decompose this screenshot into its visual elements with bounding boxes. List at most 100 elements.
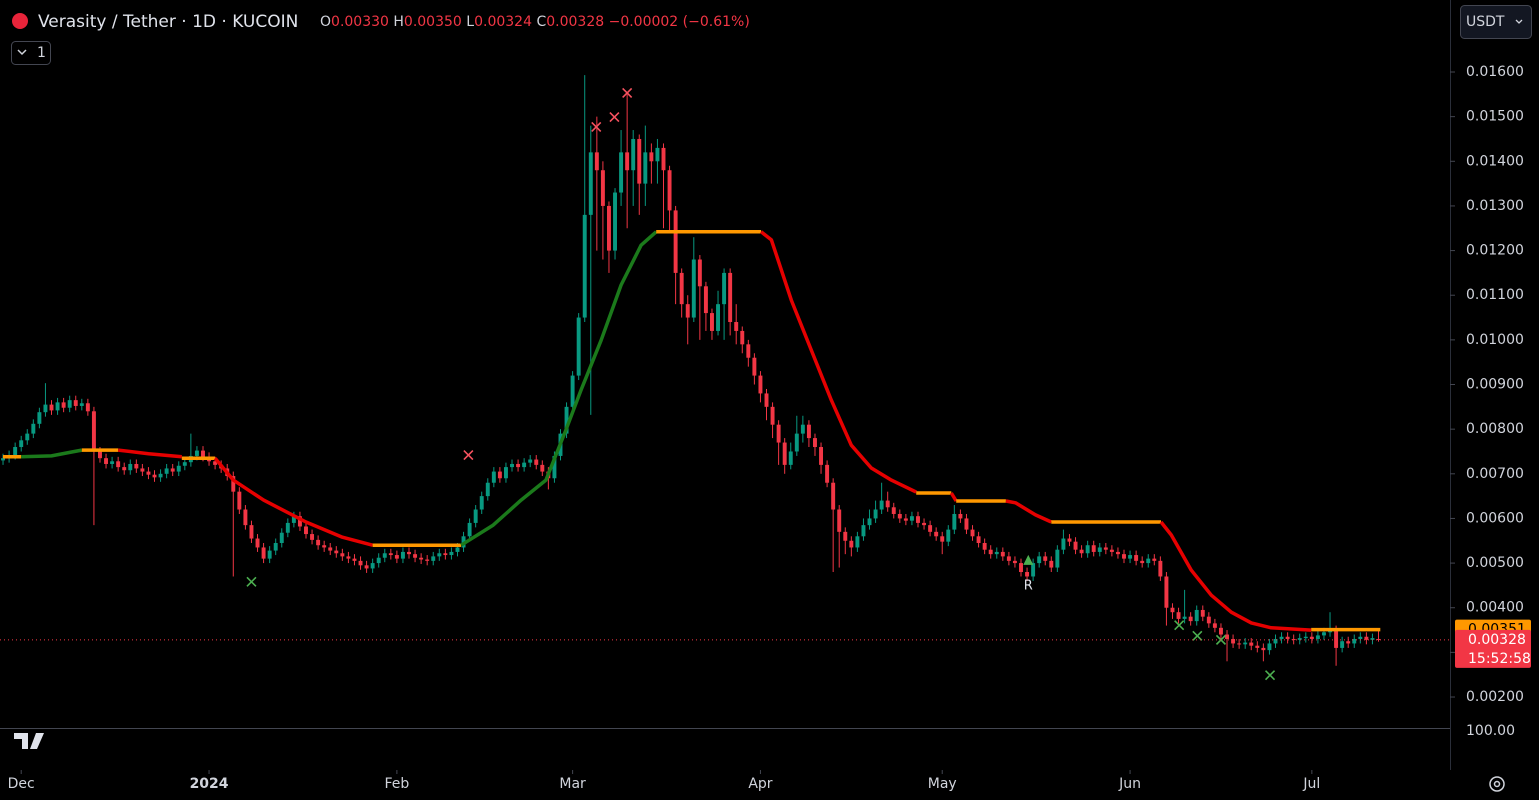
candle-body [400, 551, 405, 559]
candle-body [928, 525, 933, 532]
candle-body [455, 547, 460, 552]
candle-body [582, 214, 587, 318]
candle-body [867, 518, 872, 526]
candle-body [1261, 647, 1266, 651]
lower-pane-tick: 100.00 [1466, 723, 1515, 739]
y-tick-label: 0.01600 [1466, 64, 1524, 80]
candle-body [1, 458, 5, 461]
candle-body [1358, 636, 1363, 639]
candle-body [261, 547, 266, 559]
candle-body [637, 138, 642, 184]
indicator-count: 1 [37, 45, 46, 61]
candle-body [1225, 634, 1229, 639]
candle-body [758, 375, 763, 394]
candle-body [837, 509, 842, 532]
candle-body [304, 526, 308, 535]
candle-body [352, 558, 357, 561]
candle-body [37, 412, 42, 424]
cross-marker [591, 121, 602, 132]
candle-body [722, 272, 727, 305]
candle-body [643, 152, 648, 184]
candle-body [1103, 547, 1108, 550]
candle-body [685, 304, 690, 318]
candle-body [1000, 551, 1005, 557]
candle-body [728, 272, 733, 323]
candle-body [291, 516, 296, 523]
ohlc-key: O [320, 14, 331, 30]
y-tick-label: 0.00400 [1466, 600, 1524, 616]
candle-body [1006, 556, 1011, 561]
candle-body [891, 507, 896, 514]
trend-line [213, 457, 374, 547]
candle-body [1218, 627, 1223, 635]
candle-body [334, 550, 339, 554]
candle-body [679, 272, 684, 305]
y-tick-label: 0.01100 [1466, 287, 1524, 303]
trend-line [760, 230, 917, 494]
candle-body [710, 313, 714, 331]
candle-body [1164, 576, 1169, 608]
candle-body [673, 210, 678, 273]
candle-body [104, 458, 109, 464]
candle-body [958, 513, 963, 519]
candle-body [231, 476, 236, 492]
candle-body [552, 455, 557, 479]
candle-body [31, 423, 36, 434]
trend-line [117, 448, 182, 459]
candle-body [473, 509, 478, 523]
ohlc-value: 0.00324 [474, 14, 532, 30]
candle-body [1037, 556, 1042, 564]
ohlc-value: 0.00350 [404, 14, 462, 30]
x-tick-label: Mar [559, 776, 586, 792]
candle-body [1091, 545, 1096, 552]
candle-body [358, 560, 363, 566]
cross-marker [246, 576, 257, 587]
candle-body [201, 450, 205, 457]
candle-body [1158, 560, 1163, 577]
candle-body [1109, 549, 1114, 552]
candle-body [249, 525, 254, 539]
y-tick-label: 0.00200 [1466, 689, 1524, 705]
candle-body [176, 465, 181, 472]
candle-body [770, 406, 775, 425]
candle-body [425, 559, 430, 561]
candle-body [407, 551, 411, 555]
candle-body [1073, 541, 1078, 550]
candle-body [940, 536, 945, 542]
y-tick-label: 0.01200 [1466, 243, 1524, 259]
candle-body [1140, 560, 1145, 564]
candle-body [564, 406, 569, 434]
tv-logo [14, 733, 44, 749]
candle-body [158, 473, 163, 478]
candle-body [1067, 538, 1072, 542]
ohlc-change: −0.00002 (−0.61%) [609, 14, 750, 30]
x-tick-label: Jun [1118, 776, 1141, 792]
candle-body [255, 538, 260, 548]
indicator-toggle[interactable]: 1 [11, 41, 51, 65]
candle-body [91, 411, 96, 452]
symbol-icon [12, 13, 28, 29]
cross-marker [1264, 670, 1276, 681]
candle-body [19, 440, 24, 448]
candle-body [1019, 563, 1023, 573]
currency-button[interactable]: USDT [1460, 5, 1532, 39]
candle-body [734, 322, 739, 331]
candle-body [534, 459, 539, 465]
candle-body [243, 509, 248, 526]
x-tick-label: May [928, 776, 957, 792]
candle-body [746, 344, 751, 358]
x-tick-label: Feb [384, 776, 409, 792]
ohlc-value: 0.00328 [546, 14, 604, 30]
candle-body [213, 461, 218, 465]
candle-body [122, 467, 127, 471]
candle-body [491, 471, 496, 483]
candle-body [67, 400, 72, 408]
candle-body [237, 491, 242, 510]
candle-body [1055, 549, 1060, 568]
ohlc-legend: O0.00330 H0.00350 L0.00324 C0.00328 −0.0… [320, 14, 750, 30]
cross-marker [609, 112, 620, 123]
candle-body [98, 451, 102, 459]
settings-button[interactable] [1489, 776, 1505, 792]
candle-body [346, 556, 351, 559]
candle-body [522, 462, 527, 468]
